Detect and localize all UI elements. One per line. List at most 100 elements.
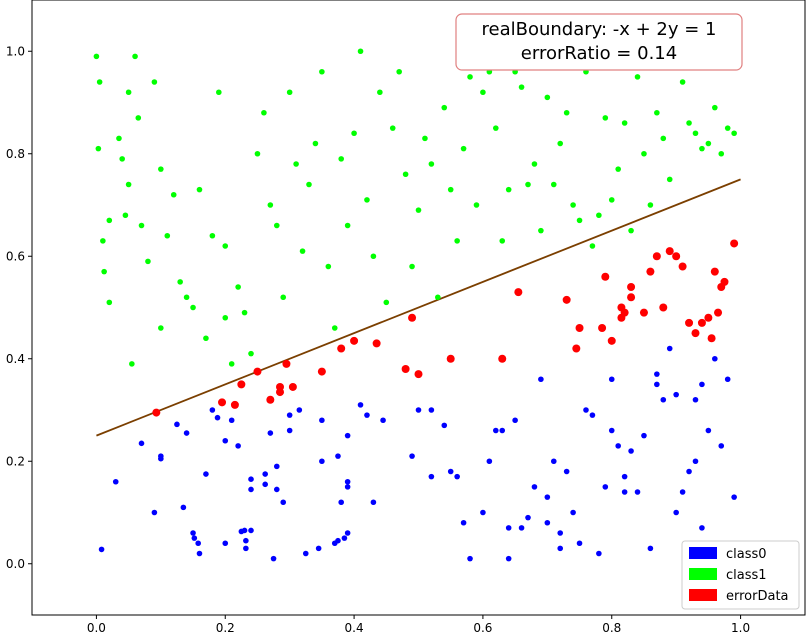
- point-class1: [119, 156, 125, 162]
- point-class0: [718, 443, 725, 449]
- point-class0: [557, 530, 564, 536]
- point-class1: [319, 68, 325, 75]
- point-class0: [335, 537, 341, 544]
- point-class0: [512, 417, 518, 424]
- x-tick-label: 0.0: [87, 621, 106, 635]
- point-class1: [699, 145, 705, 152]
- point-errorData: [678, 262, 687, 271]
- point-errorData: [707, 334, 716, 343]
- point-class0: [222, 540, 229, 547]
- point-class1: [654, 109, 660, 116]
- point-class1: [235, 284, 241, 290]
- point-errorData: [237, 380, 246, 389]
- point-class1: [222, 243, 229, 249]
- point-errorData: [652, 252, 661, 261]
- point-class1: [428, 161, 435, 167]
- point-class1: [460, 145, 467, 152]
- point-class1: [248, 350, 254, 357]
- point-class0: [454, 473, 460, 480]
- boundary-layer: [96, 178, 741, 437]
- point-class0: [273, 463, 280, 470]
- y-tick-label: 1.0: [6, 44, 25, 58]
- point-class1: [331, 325, 338, 331]
- point-class0: [621, 489, 628, 495]
- point-class0: [344, 432, 351, 439]
- point-errorData: [575, 324, 584, 332]
- y-tick-label: 0.2: [6, 454, 25, 468]
- point-class0: [262, 481, 268, 488]
- point-class0: [302, 550, 309, 557]
- point-class0: [602, 484, 609, 490]
- point-class1: [447, 186, 454, 193]
- point-class0: [235, 443, 241, 449]
- point-class0: [228, 417, 235, 424]
- point-class1: [203, 335, 209, 342]
- point-errorData: [253, 367, 262, 376]
- point-class0: [499, 427, 506, 434]
- point-errorData: [607, 336, 616, 345]
- x-tick-label: 0.4: [345, 621, 364, 635]
- point-class1: [544, 94, 551, 101]
- point-class0: [544, 494, 551, 500]
- point-class1: [473, 202, 480, 208]
- point-class0: [409, 453, 415, 459]
- point-class1: [164, 232, 171, 239]
- point-errorData: [562, 295, 571, 304]
- point-class0: [222, 437, 229, 444]
- point-class0: [248, 527, 254, 534]
- point-class0: [615, 443, 621, 449]
- point-errorData: [408, 313, 417, 322]
- point-class1: [196, 186, 203, 193]
- point-class1: [101, 268, 107, 275]
- plot-frame: [31, 0, 806, 616]
- point-class0: [319, 417, 325, 424]
- point-class0: [563, 468, 570, 475]
- point-errorData: [646, 267, 655, 276]
- point-class1: [377, 89, 383, 96]
- point-class0: [214, 414, 221, 421]
- point-class0: [241, 527, 248, 534]
- point-class1: [95, 145, 102, 152]
- point-class1: [312, 140, 319, 147]
- point-class0: [505, 555, 512, 562]
- point-class0: [262, 471, 268, 477]
- point-class0: [712, 355, 718, 362]
- point-class1: [563, 109, 570, 116]
- point-class0: [699, 525, 705, 531]
- point-class0: [428, 473, 435, 480]
- point-class1: [686, 120, 692, 126]
- point-class0: [576, 540, 583, 547]
- point-errorData: [714, 308, 723, 317]
- point-class0: [195, 540, 201, 547]
- point-errorData: [317, 367, 326, 376]
- point-errorData: [572, 344, 581, 353]
- point-class0: [673, 509, 679, 516]
- point-errorData: [372, 339, 381, 348]
- point-class1: [106, 217, 113, 224]
- point-class0: [158, 455, 164, 462]
- point-errorData: [514, 288, 523, 297]
- point-class1: [293, 161, 299, 167]
- point-class0: [151, 509, 158, 516]
- point-class0: [621, 473, 628, 480]
- point-class1: [122, 212, 129, 219]
- legend-swatch-class1: [689, 568, 717, 580]
- point-class1: [550, 181, 557, 188]
- point-class1: [151, 79, 158, 85]
- point-errorData: [620, 308, 629, 317]
- point-class1: [435, 294, 441, 301]
- legend-swatch-class0: [689, 547, 717, 559]
- point-class1: [705, 140, 712, 147]
- point-class1: [383, 299, 390, 306]
- point-class1: [209, 232, 216, 239]
- point-class0: [673, 391, 679, 398]
- x-tick-label: 0.8: [602, 621, 621, 635]
- point-errorData: [672, 252, 681, 261]
- y-tick-label: 0.8: [6, 147, 25, 161]
- point-class0: [447, 468, 454, 475]
- point-class1: [190, 304, 196, 311]
- point-class0: [341, 535, 348, 541]
- point-class0: [243, 545, 249, 552]
- point-class1: [338, 156, 345, 162]
- point-class0: [344, 484, 351, 490]
